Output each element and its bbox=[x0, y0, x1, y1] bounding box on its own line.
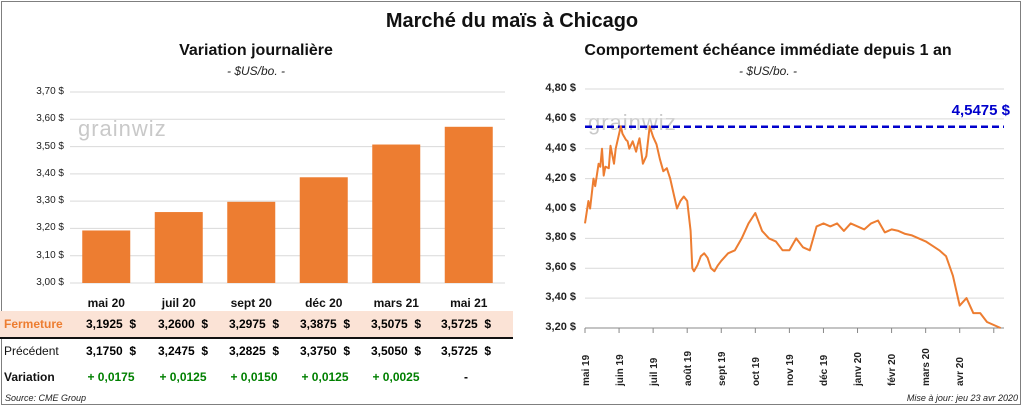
variation-value: + 0,0025 bbox=[372, 370, 420, 384]
bar-ytick-label: 3,00 $ bbox=[36, 277, 64, 288]
grainwiz-watermark-left: grainwiz bbox=[78, 116, 167, 141]
line-xtick-label: mai 19 bbox=[580, 354, 592, 386]
fermeture-value: 3,1925 $ bbox=[85, 317, 137, 331]
variation-value: + 0,0150 bbox=[230, 370, 278, 384]
precedent-value: 3,5050 $ bbox=[370, 344, 422, 358]
line-ytick-label: 3,20 $ bbox=[545, 321, 576, 333]
bar-ytick-label: 3,20 $ bbox=[36, 222, 64, 234]
source-note: Source: CME Group bbox=[5, 393, 87, 403]
precedent-value: 3,5725 $ bbox=[440, 344, 492, 358]
line-ytick-label: 3,40 $ bbox=[545, 291, 576, 304]
bar-category-label: sept 20 bbox=[230, 296, 272, 310]
row-fermeture: Fermeture 3,1925 $ 3,2600 $ 3,2975 $ 3,3… bbox=[0, 311, 513, 337]
precedent-value: 3,1750 $ bbox=[85, 344, 137, 358]
bar-ytick-label: 3,50 $ bbox=[36, 140, 64, 152]
bar-category-label: juil 20 bbox=[161, 296, 196, 310]
bar-5 bbox=[444, 126, 493, 284]
bar-chart-title: Variation journalière bbox=[179, 42, 333, 59]
variation-value: + 0,0125 bbox=[301, 370, 349, 384]
variation-value: + 0,0175 bbox=[87, 370, 135, 384]
bar-0 bbox=[82, 230, 131, 283]
line-ytick-label: 4,80 $ bbox=[545, 82, 576, 94]
bar-1 bbox=[154, 212, 203, 283]
fermeture-value: 3,2600 $ bbox=[157, 317, 209, 331]
bar-ytick-label: 3,60 $ bbox=[36, 113, 64, 125]
line-ytick-label: 4,20 $ bbox=[545, 171, 576, 184]
bar-ytick-label: 3,30 $ bbox=[36, 195, 64, 207]
fermeture-value: 3,5075 $ bbox=[370, 317, 422, 331]
line-xtick-label: févr 20 bbox=[887, 353, 899, 386]
bar-chart-unit: - $US/bo. - bbox=[226, 64, 286, 78]
bar-category-label: mai 20 bbox=[87, 296, 125, 310]
bar-category-label: mai 21 bbox=[450, 296, 488, 310]
line-ytick-label: 3,80 $ bbox=[545, 231, 576, 244]
bar-category-label: mars 21 bbox=[373, 296, 419, 310]
line-chart-unit: - $US/bo. - bbox=[738, 64, 798, 78]
line-xtick-label: nov 19 bbox=[785, 354, 797, 386]
line-xtick-label: janv 20 bbox=[853, 352, 865, 386]
precedent-label: Précédent bbox=[4, 344, 59, 358]
bar-chart bbox=[70, 91, 505, 284]
precedent-value: 3,2475 $ bbox=[157, 344, 209, 358]
bar-ytick-label: 3,70 $ bbox=[36, 86, 64, 97]
line-ytick-label: 3,60 $ bbox=[545, 261, 576, 274]
variation-label: Variation bbox=[4, 370, 55, 384]
fermeture-background bbox=[0, 311, 513, 337]
reference-line-label: 4,5475 $ bbox=[951, 102, 1010, 119]
updated-note: Mise à jour: jeu 23 avr 2020 bbox=[906, 393, 1018, 403]
line-ytick-label: 4,60 $ bbox=[545, 111, 576, 124]
bar-ytick-label: 3,10 $ bbox=[36, 249, 64, 261]
fermeture-value: 3,2975 $ bbox=[228, 317, 280, 331]
page-title: Marché du maïs à Chicago bbox=[385, 10, 639, 32]
line-chart-title: Comportement échéance immédiate depuis 1… bbox=[584, 42, 952, 59]
variation-value: + 0,0125 bbox=[159, 370, 207, 384]
bar-3 bbox=[299, 177, 348, 283]
bar-4 bbox=[372, 144, 421, 283]
fermeture-label: Fermeture bbox=[4, 317, 63, 331]
fermeture-value: 3,3875 $ bbox=[299, 317, 351, 331]
line-xtick-label: août 19 bbox=[682, 350, 694, 386]
variation-value: - bbox=[464, 370, 468, 384]
line-xtick-label: sept 19 bbox=[716, 351, 728, 386]
bar-category-label: déc 20 bbox=[305, 296, 343, 310]
fermeture-value: 3,5725 $ bbox=[440, 317, 492, 331]
line-xtick-label: juin 19 bbox=[614, 354, 626, 386]
line-xtick-label: avr 20 bbox=[955, 357, 967, 386]
bar-2 bbox=[227, 201, 276, 283]
price-series-line bbox=[584, 125, 1002, 329]
precedent-value: 3,3750 $ bbox=[299, 344, 351, 358]
line-ytick-label: 4,40 $ bbox=[545, 141, 576, 154]
bar-ytick-label: 3,40 $ bbox=[36, 167, 64, 179]
precedent-value: 3,2825 $ bbox=[228, 344, 280, 358]
line-xtick-label: juil 19 bbox=[648, 357, 660, 386]
line-xtick-label: déc 19 bbox=[819, 354, 831, 386]
line-ytick-label: 4,00 $ bbox=[545, 201, 576, 214]
line-xtick-label: oct 19 bbox=[751, 357, 763, 386]
table-divider bbox=[0, 337, 513, 339]
line-xtick-label: mars 20 bbox=[921, 348, 933, 386]
row-precedent: Précédent 3,1750 $ 3,2475 $ 3,2825 $ 3,3… bbox=[0, 338, 513, 364]
grainwiz-watermark-right: grainwiz bbox=[588, 110, 677, 135]
row-variation: Variation + 0,0175 + 0,0125 + 0,0150 + 0… bbox=[0, 364, 513, 390]
